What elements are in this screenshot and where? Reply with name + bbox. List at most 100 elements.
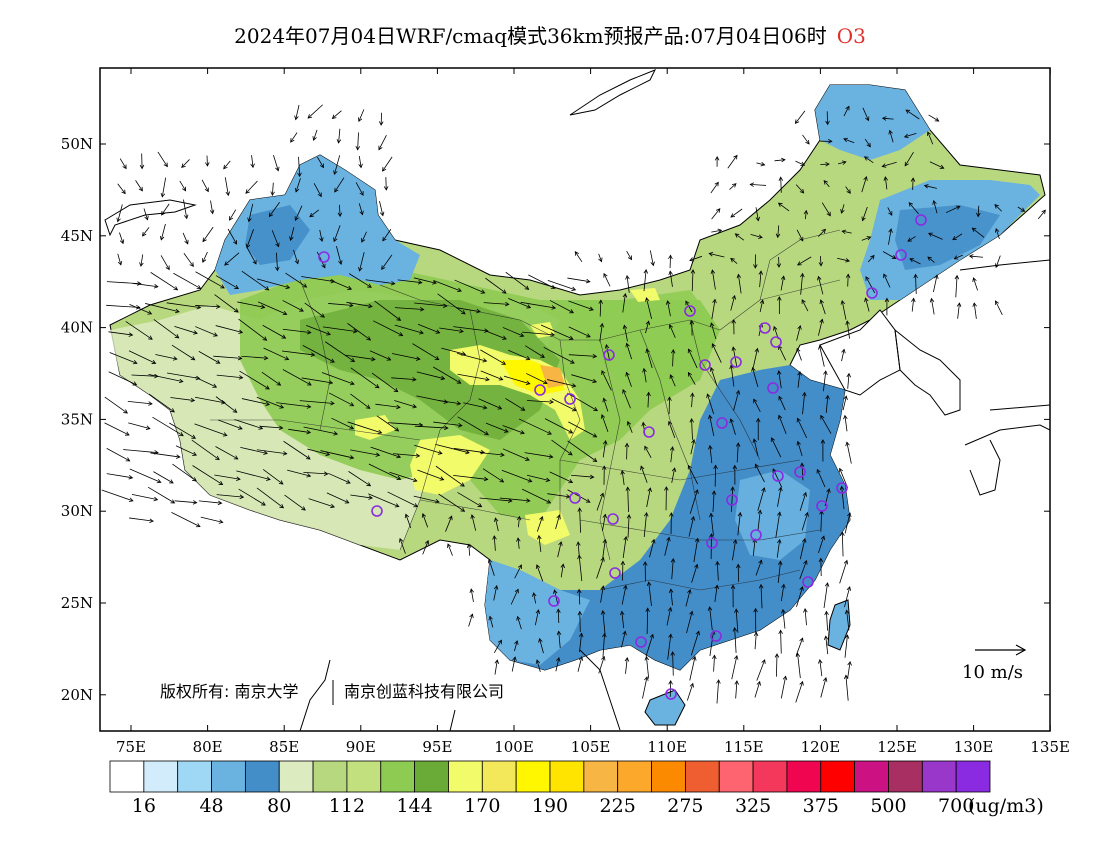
wind-vector xyxy=(485,330,507,340)
wind-vector-head xyxy=(266,476,271,481)
wind-vector-head xyxy=(796,417,801,423)
wind-vector-head xyxy=(374,384,380,389)
wind-vector-head xyxy=(278,480,284,485)
wind-vector xyxy=(214,294,239,313)
wind-vector-head xyxy=(734,608,739,613)
wind-vector xyxy=(844,586,851,608)
wind-vector xyxy=(622,536,627,559)
wind-vector-head xyxy=(382,167,387,172)
wind-vector-head xyxy=(179,432,184,437)
wind-vector xyxy=(568,354,597,357)
wind-vector-head xyxy=(627,255,632,261)
wind-vector xyxy=(626,275,630,293)
wind-vector-head xyxy=(758,234,763,239)
wind-vector-head xyxy=(238,375,244,380)
vietnam-coast-outline xyxy=(579,649,621,731)
wind-vector-head xyxy=(934,117,940,122)
wind-vector-head xyxy=(737,511,743,517)
wind-vector-head xyxy=(668,588,674,594)
wind-vector-head xyxy=(730,213,736,218)
wind-vector-head xyxy=(666,536,671,542)
wind-vector xyxy=(867,255,875,263)
wind-vector-head xyxy=(802,391,807,397)
wind-vector-head xyxy=(692,655,697,661)
wind-vector xyxy=(735,680,738,699)
wind-vector xyxy=(1037,209,1046,220)
wind-vector-head xyxy=(306,329,312,335)
wind-vector xyxy=(128,350,156,364)
wind-vector-head xyxy=(646,391,651,397)
wind-vector xyxy=(645,321,650,334)
wind-vector-head xyxy=(799,637,804,643)
wind-vector xyxy=(412,343,439,360)
wind-vector xyxy=(795,184,804,194)
wind-vector xyxy=(381,254,393,270)
lon-tick-label: 105E xyxy=(571,738,611,756)
wind-vector xyxy=(759,271,762,288)
wind-vector xyxy=(437,293,466,315)
wind-vector xyxy=(577,542,580,557)
wind-vector xyxy=(174,326,198,334)
japan-outline xyxy=(964,404,1050,496)
wind-vector-head xyxy=(367,283,372,288)
wind-vector-head xyxy=(619,610,625,616)
wind-vector-head xyxy=(777,202,783,207)
wind-vector xyxy=(202,226,214,242)
wind-vector xyxy=(238,318,267,341)
colorbar-swatch xyxy=(278,760,314,793)
wind-vector xyxy=(338,204,341,217)
lon-tick-label: 95E xyxy=(422,738,452,756)
station-marker xyxy=(816,500,828,512)
wind-vector-head xyxy=(716,679,721,684)
wind-vector xyxy=(521,488,551,504)
wind-vector xyxy=(143,208,148,220)
wind-vector xyxy=(716,561,719,581)
lon-tick-label: 90E xyxy=(346,738,376,756)
wind-vector xyxy=(438,493,465,512)
wind-vector xyxy=(729,183,737,190)
wind-vector xyxy=(714,585,718,602)
lon-tick-label: 130E xyxy=(954,738,994,756)
wind-vector-head xyxy=(642,561,648,566)
wind-vector-head xyxy=(498,376,504,381)
wind-vector-head xyxy=(218,480,224,486)
wind-vector xyxy=(170,397,195,401)
wind-vector-head xyxy=(190,356,196,361)
colorbar-swatch xyxy=(684,760,720,793)
wind-vector xyxy=(213,355,242,359)
wind-vector xyxy=(599,323,603,342)
wind-vector-head xyxy=(520,406,526,411)
wind-vector-head xyxy=(828,139,833,144)
wind-vector xyxy=(276,252,278,271)
wind-vector xyxy=(457,492,482,508)
wind-vector-head xyxy=(843,395,848,401)
wind-vector xyxy=(370,446,401,458)
wind-vector-head xyxy=(667,420,673,426)
wind-vector xyxy=(309,209,320,218)
wind-vector-head xyxy=(419,307,425,312)
wind-vector xyxy=(301,377,333,384)
wind-vector-head xyxy=(624,657,630,662)
wind-vector xyxy=(106,448,130,462)
wind-vector-head xyxy=(138,186,143,192)
wind-vector xyxy=(307,448,330,456)
wind-vector xyxy=(333,225,341,242)
wind-vector-head xyxy=(883,176,889,181)
wind-vector-head xyxy=(326,331,331,336)
wind-vector-head xyxy=(399,537,404,543)
wind-vector xyxy=(282,328,311,334)
wind-vector-head xyxy=(622,324,628,330)
wind-vector xyxy=(928,114,939,122)
wind-vector xyxy=(754,681,761,698)
wind-vector xyxy=(825,636,829,655)
wind-vector xyxy=(549,300,574,314)
wind-vector xyxy=(578,589,581,605)
wind-vector-head xyxy=(191,434,197,439)
wind-vector-head xyxy=(592,378,598,384)
wind-vector xyxy=(257,301,287,315)
wind-vector-head xyxy=(577,554,582,560)
colorbar-swatch xyxy=(414,760,449,793)
wind-vector-head xyxy=(923,184,929,189)
wind-vector-head xyxy=(803,560,808,565)
wind-vector xyxy=(117,204,123,222)
